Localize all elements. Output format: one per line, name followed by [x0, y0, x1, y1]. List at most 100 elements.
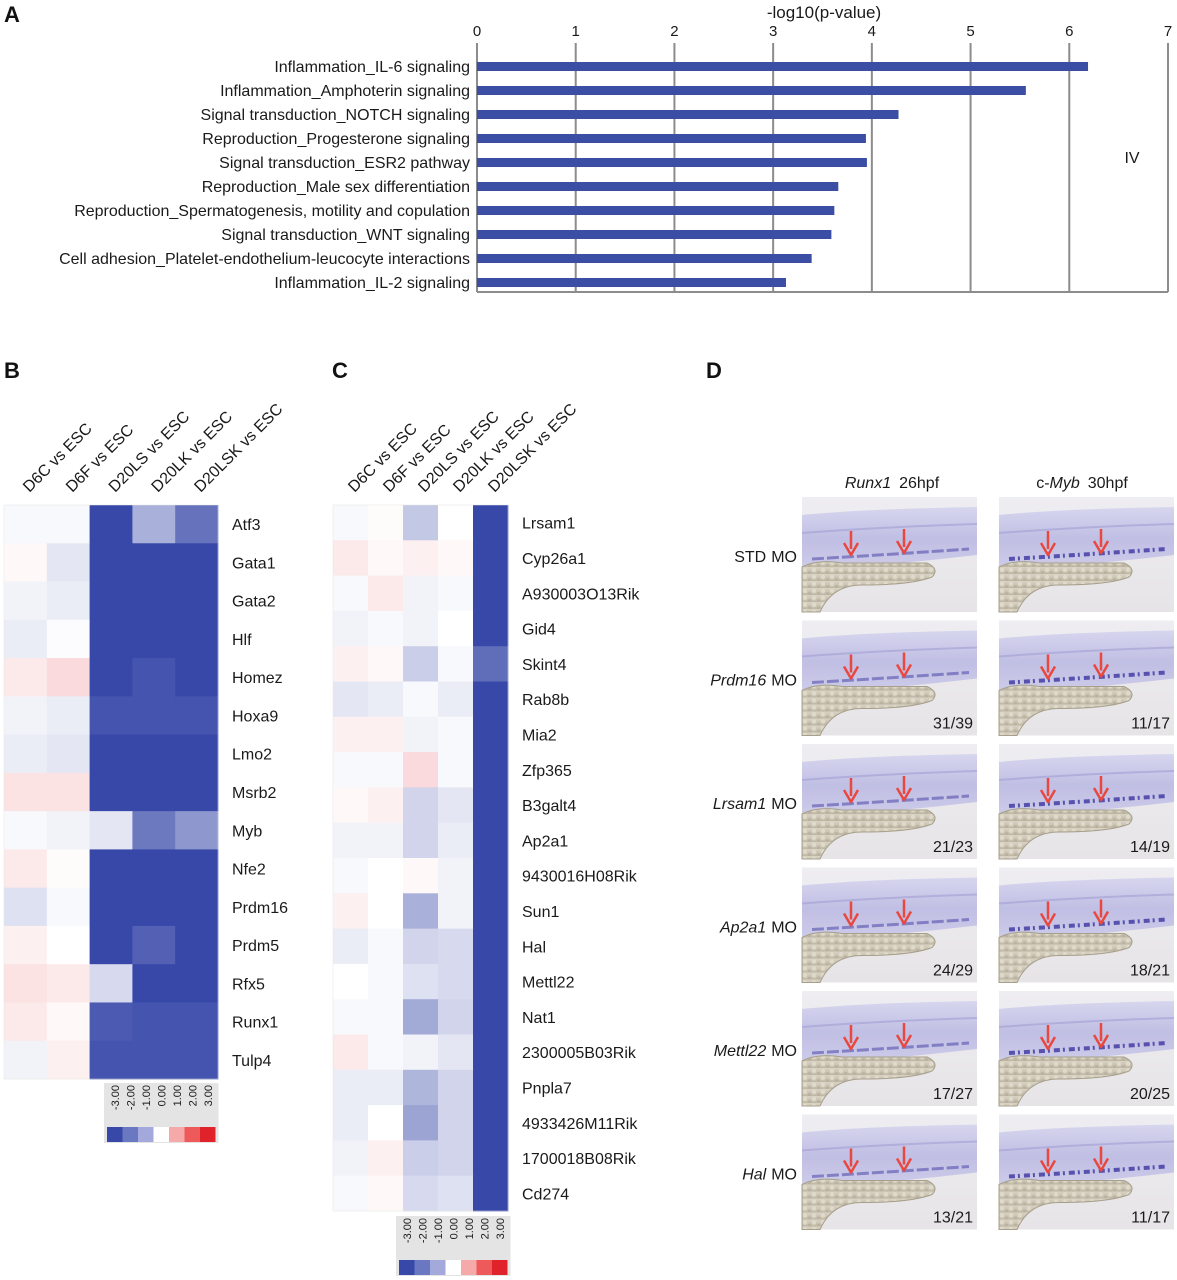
heatmap-cell [333, 575, 369, 612]
heatmap-cell [403, 752, 439, 788]
heatmap-cell [403, 963, 439, 1000]
heatmap-cell [438, 999, 474, 1035]
notochord [998, 1017, 1175, 1028]
x-tick-label: 5 [966, 23, 974, 40]
staining [1008, 917, 1167, 932]
mo-name: Hal [742, 1167, 766, 1184]
scale-label: 0.00 [448, 1218, 460, 1239]
heatmap-cell [403, 575, 439, 612]
staining [1008, 794, 1167, 808]
row-label: Prdm16 [232, 900, 288, 917]
heatmap-cell [473, 893, 509, 930]
heatmap-cell [175, 1040, 219, 1080]
category-label: Cell adhesion_Platelet-endothelium-leuco… [59, 251, 470, 268]
heatmap-cell [4, 887, 48, 927]
panel-b-label: B [4, 358, 20, 383]
staining [1008, 670, 1167, 685]
heatmap-cell [4, 543, 48, 583]
heatmap-cell [89, 849, 133, 889]
mo-suffix: MO [771, 549, 797, 566]
panel-a-annotation: IV [1124, 150, 1139, 167]
embryo-image: 18/21 [998, 867, 1175, 983]
heatmap-cell [89, 543, 133, 583]
heatmap-cell [4, 1002, 48, 1042]
arrow [895, 1146, 913, 1172]
heatmap-cell [438, 575, 474, 612]
heatmap-cell [473, 610, 509, 647]
heatmap-cell [46, 1002, 91, 1042]
heatmap-cell [89, 696, 133, 736]
row-label: Gata2 [232, 594, 276, 611]
yolk-extension [801, 684, 936, 736]
column-header: c-Myb 30hpf [1036, 475, 1128, 492]
row-label: Tulp4 [232, 1053, 272, 1070]
heatmap-cell [46, 505, 91, 544]
heatmap-cell [473, 505, 509, 541]
header-prefix: c- [1036, 475, 1049, 492]
heatmap-cell [46, 811, 91, 850]
heatmap-cell [89, 619, 133, 659]
row-label: Hlf [232, 632, 252, 649]
notochord [801, 1140, 978, 1152]
heatmap-cell [4, 696, 48, 736]
scale-label: 2.00 [187, 1085, 199, 1106]
count-label: 21/23 [933, 839, 973, 856]
heatmap-cell [132, 543, 176, 583]
heatmap-cell [132, 1040, 176, 1080]
count-label: 13/21 [933, 1210, 973, 1227]
heatmap-cell [403, 1034, 439, 1071]
heatmap-cell [333, 893, 369, 930]
row-label: 2300005B03Rik [522, 1045, 637, 1062]
x-tick-label: 6 [1065, 23, 1073, 40]
heatmap-cell [46, 543, 91, 583]
heatmap-cell [473, 716, 509, 753]
arrow [842, 654, 860, 680]
staining [811, 1165, 970, 1178]
mo-name: Lrsam1 [713, 796, 766, 813]
heatmap-cell [473, 752, 509, 788]
count-label: 18/21 [1130, 963, 1170, 980]
row-label: 4933426M11Rik [522, 1116, 638, 1133]
embryo-image: 11/17 [998, 620, 1175, 736]
row-label: Rab8b [522, 692, 569, 709]
heatmap-cell [46, 734, 91, 774]
category-label: Inflammation_IL-6 signaling [274, 59, 470, 76]
heatmap-cell [4, 811, 48, 850]
heatmap-cell [368, 1034, 404, 1071]
heatmap-cell [403, 1140, 439, 1177]
panel-d-label: D [706, 358, 722, 383]
category-label: Signal transduction_WNT signaling [221, 227, 470, 244]
row-label: Hal [522, 939, 546, 956]
scale-label: 1.00 [464, 1218, 476, 1239]
yolk-extension [998, 561, 1133, 613]
embryo-image: 17/27 [801, 991, 978, 1107]
mo-suffix: MO [771, 673, 797, 690]
row-label: Cyp26a1 [522, 551, 586, 568]
heatmap-cell [438, 646, 474, 682]
trunk-tissue [999, 877, 1174, 942]
color-scale: -3.00 -2.00 -1.00 0.00 1.00 2.00 3.00 [396, 1216, 511, 1276]
heatmap-cell [438, 716, 474, 753]
heatmap-cell [175, 696, 219, 736]
heatmap-cell [175, 505, 219, 544]
heatmap-cell [333, 716, 369, 753]
heatmap-cell [132, 849, 176, 889]
notochord [801, 1017, 978, 1028]
heatmap-cell [403, 646, 439, 682]
trunk-tissue [802, 507, 977, 571]
category-label: Inflammation_Amphoterin signaling [220, 83, 470, 100]
heatmap-cell [333, 1034, 369, 1071]
trunk-tissue [802, 1124, 977, 1189]
heatmap-cell [333, 1140, 369, 1177]
row-labels: Atf3 Gata1 Gata2 Hlf Homez Hoxa9 Lmo2 Msrb2 Myb N… [232, 517, 288, 1070]
heatmap-cell [438, 752, 474, 788]
row-label: Gid4 [522, 622, 556, 639]
staining [1008, 1164, 1167, 1179]
arrow [1039, 531, 1057, 557]
heatmap-cell [438, 610, 474, 647]
heatmap-cell [368, 1069, 404, 1106]
trunk-tissue [999, 1001, 1174, 1065]
heatmap-cell [333, 928, 369, 965]
